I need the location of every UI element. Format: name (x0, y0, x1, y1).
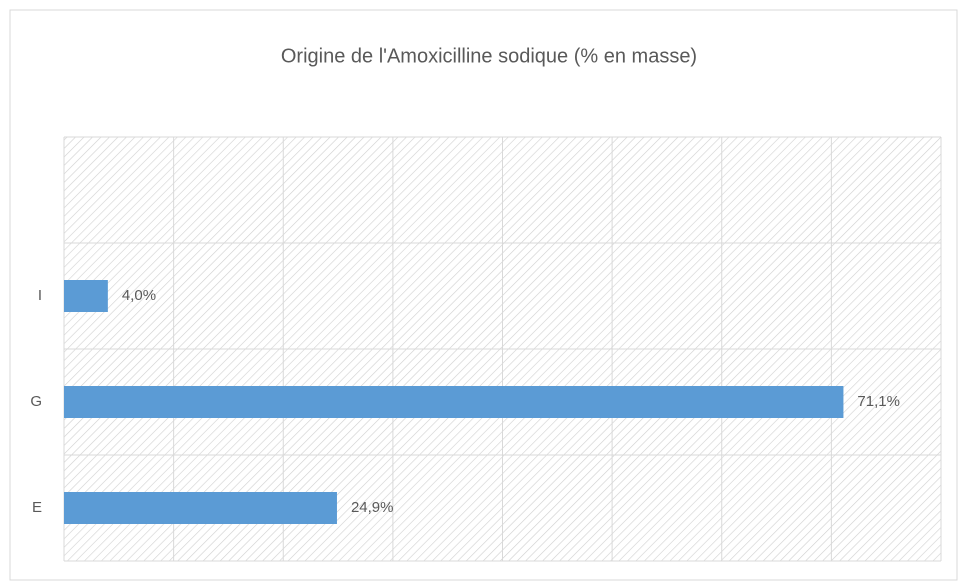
data-label: 71,1% (857, 393, 900, 410)
y-tick-label: E (32, 499, 42, 516)
bar (64, 492, 337, 524)
y-tick-label: G (30, 393, 42, 410)
y-tick-label: I (38, 287, 42, 304)
data-label: 4,0% (122, 287, 156, 304)
bar (64, 386, 844, 418)
bar (64, 280, 108, 312)
chart-title: Origine de l'Amoxicilline sodique (% en … (281, 45, 697, 67)
data-label: 24,9% (351, 499, 394, 516)
